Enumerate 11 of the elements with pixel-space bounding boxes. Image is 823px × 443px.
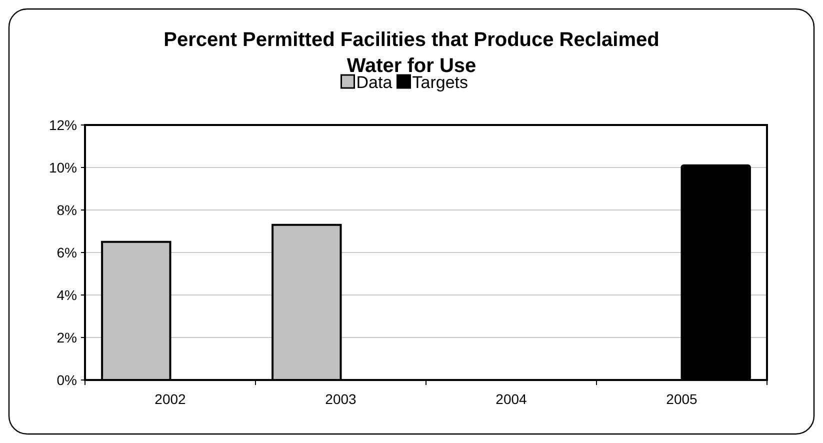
y-tick-label: 12% xyxy=(48,117,77,133)
x-tick-label: 2002 xyxy=(154,391,186,407)
y-tick-label: 6% xyxy=(56,244,77,260)
y-tick-label: 10% xyxy=(48,160,77,176)
x-tick-label: 2004 xyxy=(496,391,528,407)
y-tick-label: 8% xyxy=(56,202,77,218)
x-tick-label: 2003 xyxy=(325,391,357,407)
x-tick-label: 2005 xyxy=(666,391,698,407)
y-tick-label: 0% xyxy=(56,372,77,388)
y-tick-label: 2% xyxy=(56,330,77,346)
y-tick-label: 4% xyxy=(56,287,77,303)
